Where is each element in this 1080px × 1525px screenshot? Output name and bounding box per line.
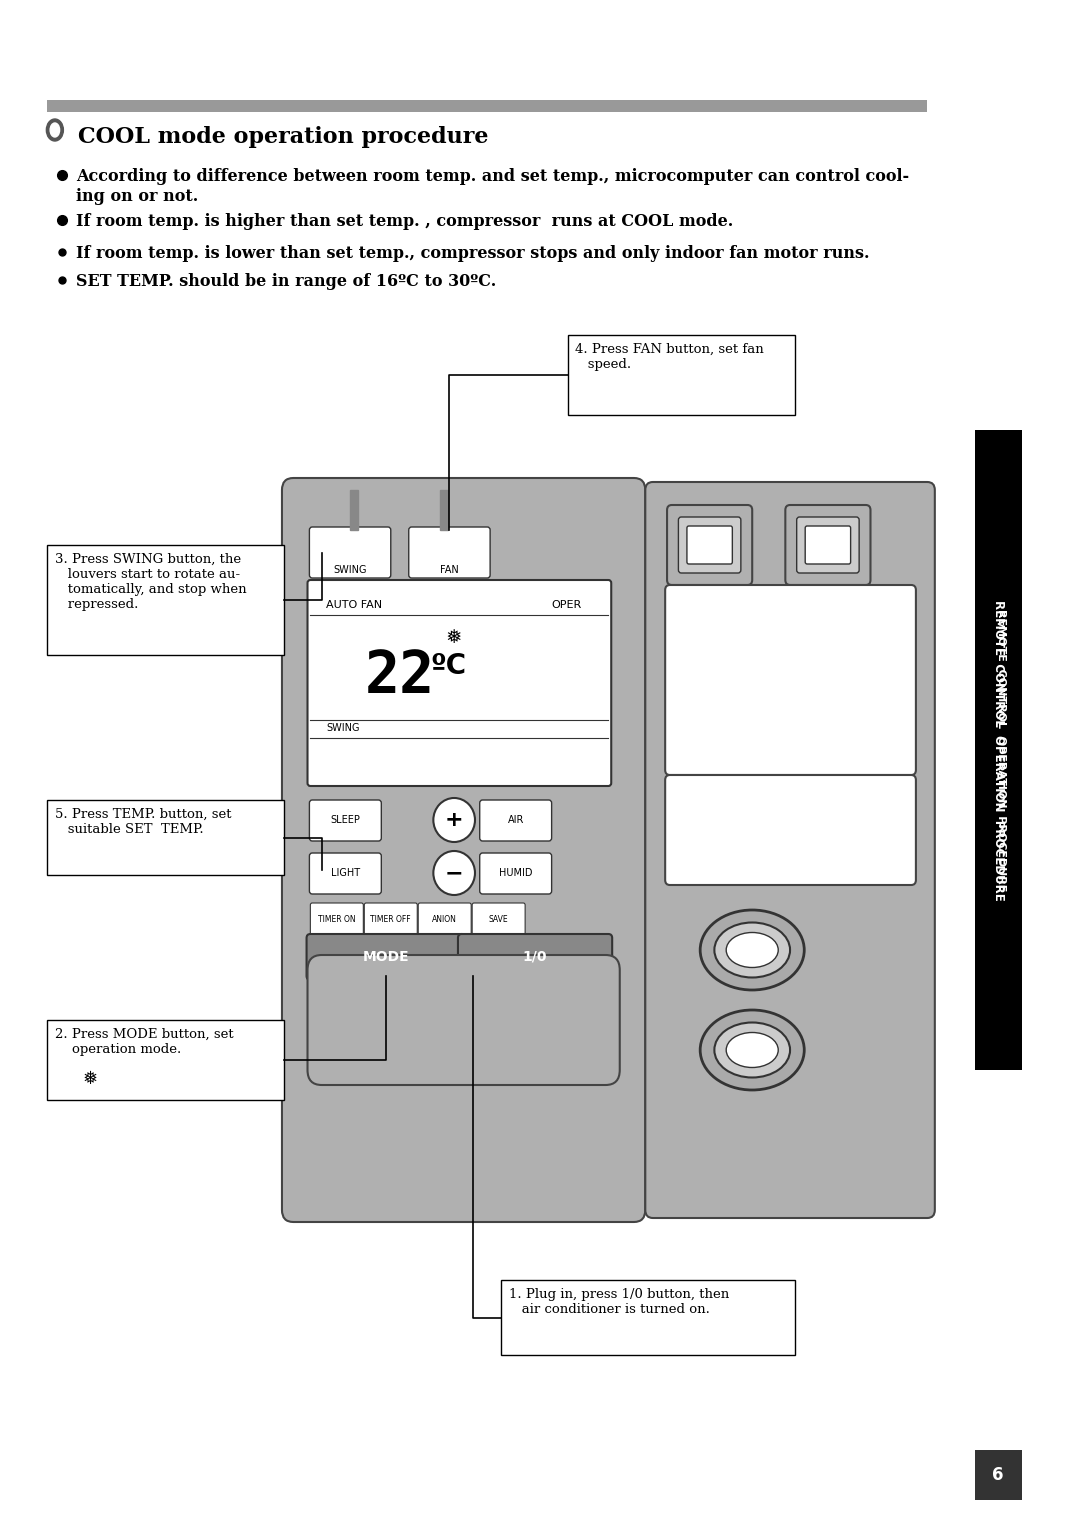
Text: FAN: FAN xyxy=(440,564,459,575)
Text: ❅: ❅ xyxy=(82,1071,97,1087)
Text: SET TEMP. should be in range of 16ºC to 30ºC.: SET TEMP. should be in range of 16ºC to … xyxy=(76,273,496,290)
Text: SWING: SWING xyxy=(334,564,367,575)
Text: ºC: ºC xyxy=(431,653,467,680)
FancyBboxPatch shape xyxy=(418,903,471,935)
Text: AUTO FAN: AUTO FAN xyxy=(326,599,382,610)
FancyBboxPatch shape xyxy=(806,526,851,564)
Text: SAVE: SAVE xyxy=(489,915,509,924)
Text: ❅: ❅ xyxy=(446,628,462,647)
Text: According to difference between room temp. and set temp., microcomputer can cont: According to difference between room tem… xyxy=(76,168,908,185)
Text: MODE: MODE xyxy=(363,950,409,964)
Ellipse shape xyxy=(714,1022,791,1078)
FancyBboxPatch shape xyxy=(308,580,611,785)
Ellipse shape xyxy=(726,932,779,967)
FancyBboxPatch shape xyxy=(282,477,645,1222)
Text: 6: 6 xyxy=(993,1466,1004,1484)
Text: If room temp. is higher than set temp. , compressor  runs at COOL mode.: If room temp. is higher than set temp. ,… xyxy=(76,214,733,230)
FancyBboxPatch shape xyxy=(687,526,732,564)
Text: COOL mode operation procedure: COOL mode operation procedure xyxy=(78,127,488,148)
FancyBboxPatch shape xyxy=(645,482,935,1218)
FancyBboxPatch shape xyxy=(458,933,612,981)
FancyBboxPatch shape xyxy=(307,933,465,981)
Text: ANION: ANION xyxy=(432,915,457,924)
FancyBboxPatch shape xyxy=(364,903,417,935)
FancyBboxPatch shape xyxy=(309,852,381,894)
Text: TIMER OFF: TIMER OFF xyxy=(370,915,411,924)
Ellipse shape xyxy=(700,1010,805,1090)
Ellipse shape xyxy=(726,1032,779,1068)
Text: LIGHT: LIGHT xyxy=(330,868,360,878)
FancyBboxPatch shape xyxy=(408,528,490,578)
Text: 3. Press SWING button, the
   louvers start to rotate au-
   tomatically, and st: 3. Press SWING button, the louvers start… xyxy=(55,554,246,612)
Text: 4. Press FAN button, set fan
   speed.: 4. Press FAN button, set fan speed. xyxy=(576,343,764,371)
FancyBboxPatch shape xyxy=(678,517,741,573)
FancyBboxPatch shape xyxy=(974,430,1022,1071)
Text: 1/0: 1/0 xyxy=(523,950,546,964)
Ellipse shape xyxy=(50,124,59,137)
Text: ing on or not.: ing on or not. xyxy=(76,188,198,204)
Circle shape xyxy=(433,851,475,895)
FancyBboxPatch shape xyxy=(665,775,916,884)
Bar xyxy=(350,490,357,531)
FancyBboxPatch shape xyxy=(480,801,552,840)
Text: SWING: SWING xyxy=(326,723,360,734)
FancyBboxPatch shape xyxy=(48,1020,284,1100)
Text: 2. Press MODE button, set
    operation mode.: 2. Press MODE button, set operation mode… xyxy=(55,1028,233,1055)
FancyBboxPatch shape xyxy=(48,101,928,111)
FancyBboxPatch shape xyxy=(310,903,363,935)
Text: TIMER ON: TIMER ON xyxy=(318,915,355,924)
Text: 5. Press TEMP. button, set
   suitable SET  TEMP.: 5. Press TEMP. button, set suitable SET … xyxy=(55,808,231,836)
FancyBboxPatch shape xyxy=(501,1279,795,1356)
Text: +: + xyxy=(445,810,463,830)
Text: REMOTE  CONTROL  OPERATION  PROCEDURE: REMOTE CONTROL OPERATION PROCEDURE xyxy=(991,599,1004,900)
Text: REMOTE  CONTROL  OPERATION  PROCEDURE: REMOTE CONTROL OPERATION PROCEDURE xyxy=(996,608,1007,891)
FancyBboxPatch shape xyxy=(472,903,525,935)
Text: 22: 22 xyxy=(364,648,434,705)
FancyBboxPatch shape xyxy=(667,505,752,586)
Text: 1. Plug in, press 1/0 button, then
   air conditioner is turned on.: 1. Plug in, press 1/0 button, then air c… xyxy=(509,1289,729,1316)
Text: HUMID: HUMID xyxy=(499,868,532,878)
Text: −: − xyxy=(445,863,463,883)
FancyBboxPatch shape xyxy=(785,505,870,586)
FancyBboxPatch shape xyxy=(480,852,552,894)
Text: OPER: OPER xyxy=(552,599,582,610)
FancyBboxPatch shape xyxy=(48,801,284,875)
FancyBboxPatch shape xyxy=(48,544,284,656)
FancyBboxPatch shape xyxy=(797,517,859,573)
FancyBboxPatch shape xyxy=(308,955,620,1084)
Text: AIR: AIR xyxy=(508,814,524,825)
Ellipse shape xyxy=(46,119,64,140)
Text: If room temp. is lower than set temp., compressor stops and only indoor fan moto: If room temp. is lower than set temp., c… xyxy=(76,246,869,262)
FancyBboxPatch shape xyxy=(309,528,391,578)
Circle shape xyxy=(433,798,475,842)
FancyBboxPatch shape xyxy=(974,1450,1022,1501)
Bar xyxy=(440,490,447,531)
FancyBboxPatch shape xyxy=(309,801,381,840)
Ellipse shape xyxy=(700,910,805,990)
Text: SLEEP: SLEEP xyxy=(330,814,361,825)
FancyBboxPatch shape xyxy=(665,586,916,775)
Ellipse shape xyxy=(714,923,791,978)
FancyBboxPatch shape xyxy=(568,336,795,415)
